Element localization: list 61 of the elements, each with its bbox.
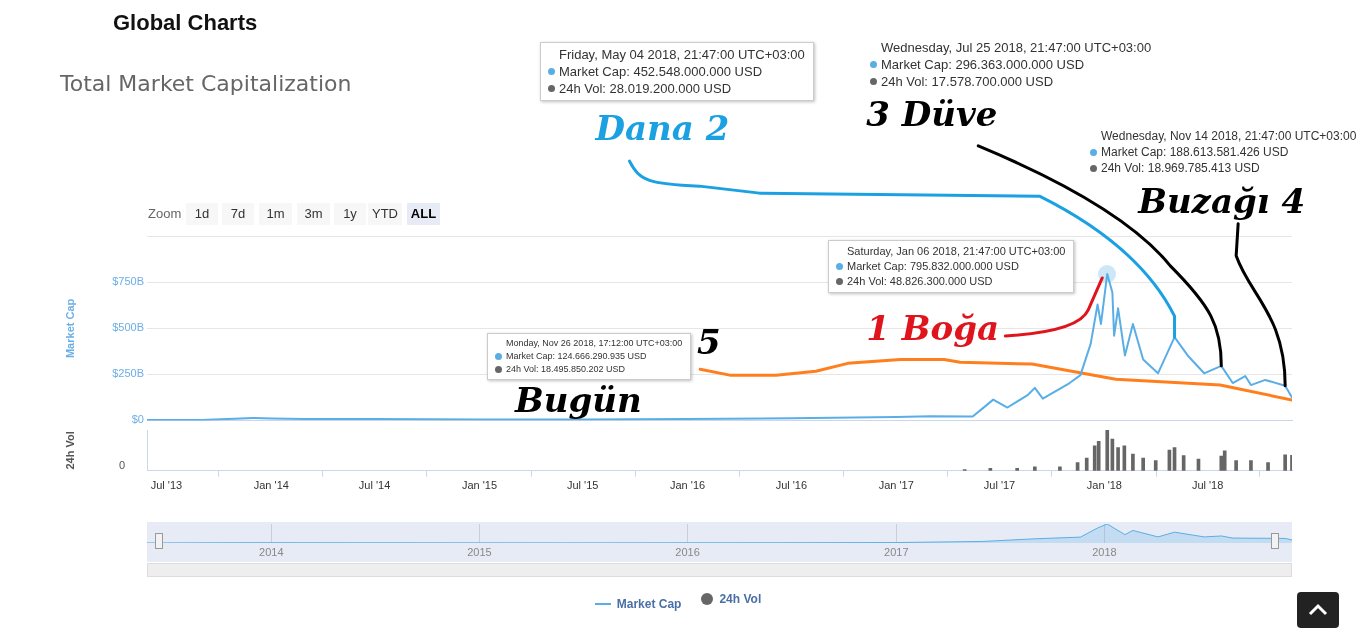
text: 1m <box>259 203 292 225</box>
y-tick-label: $750B <box>112 275 144 288</box>
annotation: Saturday, Jan 06 2018, 21:47:00 UTC+03:00 Market Cap: 795.832.000.000 USD 24h Vol: 48.826.300.000 USD <box>828 240 1075 293</box>
bar <box>1141 457 1145 471</box>
bar <box>1234 460 1238 471</box>
bar <box>1105 430 1110 471</box>
text: YTD <box>368 203 402 225</box>
annotation: 5 <box>697 322 721 362</box>
x-tick-label: Jan '16 <box>670 479 706 492</box>
bar <box>1153 460 1158 471</box>
x-tick-label: 2015 <box>467 545 492 558</box>
annotation: Dana 2 <box>595 108 730 149</box>
annotation: Buzağı 4 <box>1138 180 1306 221</box>
x-tick-label: Jan '15 <box>461 479 498 492</box>
bar <box>1033 466 1037 471</box>
text: 3m <box>297 203 330 225</box>
x-tick-label: Jan '14 <box>253 479 289 492</box>
text: Friday, May 04 2018, 21:47:00 UTC+03:00 Market Cap: 452.548.000.000 USD 24h Vol: 28.019.200.000 USD <box>540 42 814 101</box>
x-tick-label: Jan '17 <box>878 479 914 492</box>
bar <box>1283 454 1287 471</box>
text: Global Charts <box>113 10 258 36</box>
chart-title: Total Market Capitalization <box>59 70 352 96</box>
x-tick-label: Jan '18 <box>1086 479 1122 492</box>
annotation: 1 Boğa <box>866 307 999 348</box>
y-axis-title: Market Cap <box>63 298 76 359</box>
bar <box>1096 441 1101 471</box>
bar <box>1266 462 1270 471</box>
bar <box>1058 466 1062 471</box>
x-tick-label: Jul '14 <box>358 479 391 492</box>
bar <box>1092 445 1097 471</box>
x-tick-label: Jul '18 <box>1191 479 1224 492</box>
y-tick-label: $250B <box>112 367 144 380</box>
legend-label: Market Cap <box>616 597 682 611</box>
text: 7d <box>222 203 254 225</box>
bar <box>1131 453 1135 471</box>
y-tick-label: $0 <box>131 413 144 426</box>
annotation: 3 Düve <box>866 93 998 134</box>
bar <box>1222 450 1227 471</box>
text: Zoom <box>148 206 182 221</box>
x-tick-label: Jul '13 <box>150 479 183 492</box>
y-tick-label: $500B <box>112 321 144 334</box>
text: ALL <box>407 203 440 225</box>
annotation: Bugün <box>515 380 642 420</box>
x-tick-label: 2017 <box>884 545 909 558</box>
x-tick-label: 2016 <box>675 545 700 558</box>
x-tick-label: 2018 <box>1092 545 1117 558</box>
x-tick-label: 2014 <box>259 545 284 558</box>
bar <box>1116 447 1120 471</box>
bar <box>1249 460 1253 471</box>
legend-label: 24h Vol <box>719 592 762 606</box>
text: 1d <box>186 203 218 225</box>
y-axis-title: 24h Vol <box>63 431 76 470</box>
text: Wednesday, Nov 14 2018, 21:47:00 UTC+03:00 Market Cap: 188.613.581.426 USD 24h Vol: 18.969.785.413 USD <box>1100 128 1356 177</box>
x-tick-label: Jul '16 <box>775 479 808 492</box>
text: Wednesday, Jul 25 2018, 21:47:00 UTC+03:00 Market Cap: 296.363.000.000 USD 24h Vol: 17.578.700.000 USD <box>880 39 1153 91</box>
bar <box>1084 457 1089 471</box>
text: 0 <box>119 458 126 471</box>
annotation: Monday, Nov 26 2018, 17:12:00 UTC+03:00 Market Cap: 124.666.290.935 USD 24h Vol: 18.495.850.202 USD <box>487 333 692 380</box>
x-tick-label: Jul '17 <box>983 479 1016 492</box>
x-tick-label: Jul '15 <box>566 479 599 492</box>
text: 1y <box>334 203 366 225</box>
